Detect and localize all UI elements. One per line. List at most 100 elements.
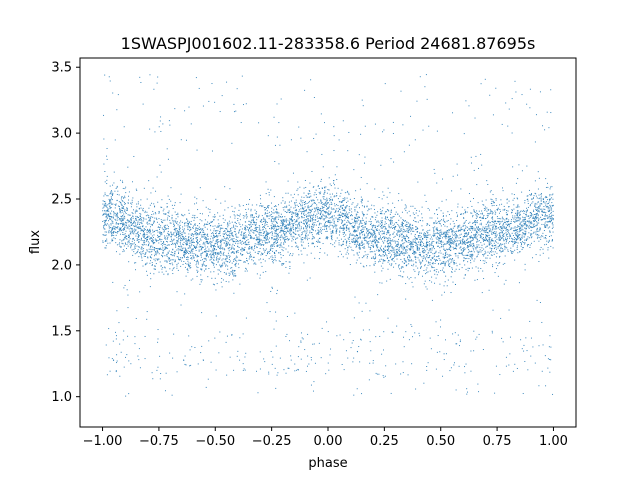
data-point [173,229,175,230]
data-point [186,244,188,246]
data-point [342,243,344,245]
data-point [240,253,242,255]
data-point [141,248,143,250]
data-point [540,194,542,196]
data-point [239,240,241,242]
data-point [118,194,120,196]
data-point [188,106,190,108]
data-point [212,239,214,241]
data-point [509,235,511,237]
data-point [373,245,375,247]
data-point [355,215,357,217]
data-point [480,224,482,226]
data-point [552,193,554,195]
data-point [259,277,261,279]
data-point [226,243,228,245]
data-point [108,210,110,212]
data-point [344,215,346,217]
data-point [487,225,489,227]
data-point [401,233,403,235]
data-point [412,243,414,245]
data-point [381,270,383,272]
data-point [444,265,446,267]
data-point [418,332,420,334]
data-point [481,292,483,294]
data-point [128,239,130,241]
data-point [113,171,115,173]
data-point [439,233,441,235]
data-point [503,227,505,229]
data-point [225,232,227,234]
data-point [111,234,113,236]
data-point [527,203,529,205]
data-point [114,229,116,230]
data-point [122,224,124,226]
data-point [261,206,263,208]
data-point [325,217,327,219]
data-point [322,213,324,215]
data-point [303,204,305,206]
data-point [339,201,341,203]
data-point [274,219,276,221]
data-point [543,208,545,210]
data-point [245,234,247,236]
data-point [401,225,403,227]
data-point [113,230,115,232]
data-point [321,232,323,234]
data-point [276,235,278,237]
data-point [469,236,471,238]
data-point [374,254,376,256]
data-point [140,207,142,209]
data-point [233,251,235,253]
data-point [440,263,442,265]
data-point [417,267,419,269]
data-point [129,233,131,235]
data-point [250,208,252,210]
data-point [376,247,378,249]
data-point [371,225,373,227]
data-point [512,215,514,217]
data-point [265,220,267,222]
data-point [224,258,226,260]
data-point [309,216,311,218]
data-point [522,229,524,231]
data-point [401,239,403,241]
data-point [474,247,476,249]
data-point [352,361,354,363]
data-point [512,217,514,219]
data-point [284,221,286,223]
data-point [325,202,327,204]
data-point [366,228,368,230]
data-point [460,228,462,230]
data-point [544,218,546,220]
data-point [461,213,463,215]
data-point [443,353,445,355]
data-point [229,216,231,218]
data-point [125,235,127,237]
data-point [330,185,332,187]
data-point [183,247,185,249]
data-point [238,259,240,261]
data-point [470,259,471,261]
data-point [363,238,365,240]
data-point [471,246,473,248]
data-point [297,248,299,250]
data-point [453,223,455,225]
data-point [478,250,480,252]
data-point [130,217,132,219]
data-point [380,258,382,260]
data-point [513,230,515,232]
data-point [447,240,449,242]
data-point [537,215,539,217]
data-point [522,209,524,211]
data-point [123,206,125,208]
data-point [390,220,392,222]
data-point [143,255,145,257]
data-point [537,207,539,209]
data-point [462,250,464,252]
data-point [297,218,299,220]
data-point [288,220,290,222]
data-point [467,238,469,240]
data-point [411,325,413,327]
data-point [391,246,393,248]
